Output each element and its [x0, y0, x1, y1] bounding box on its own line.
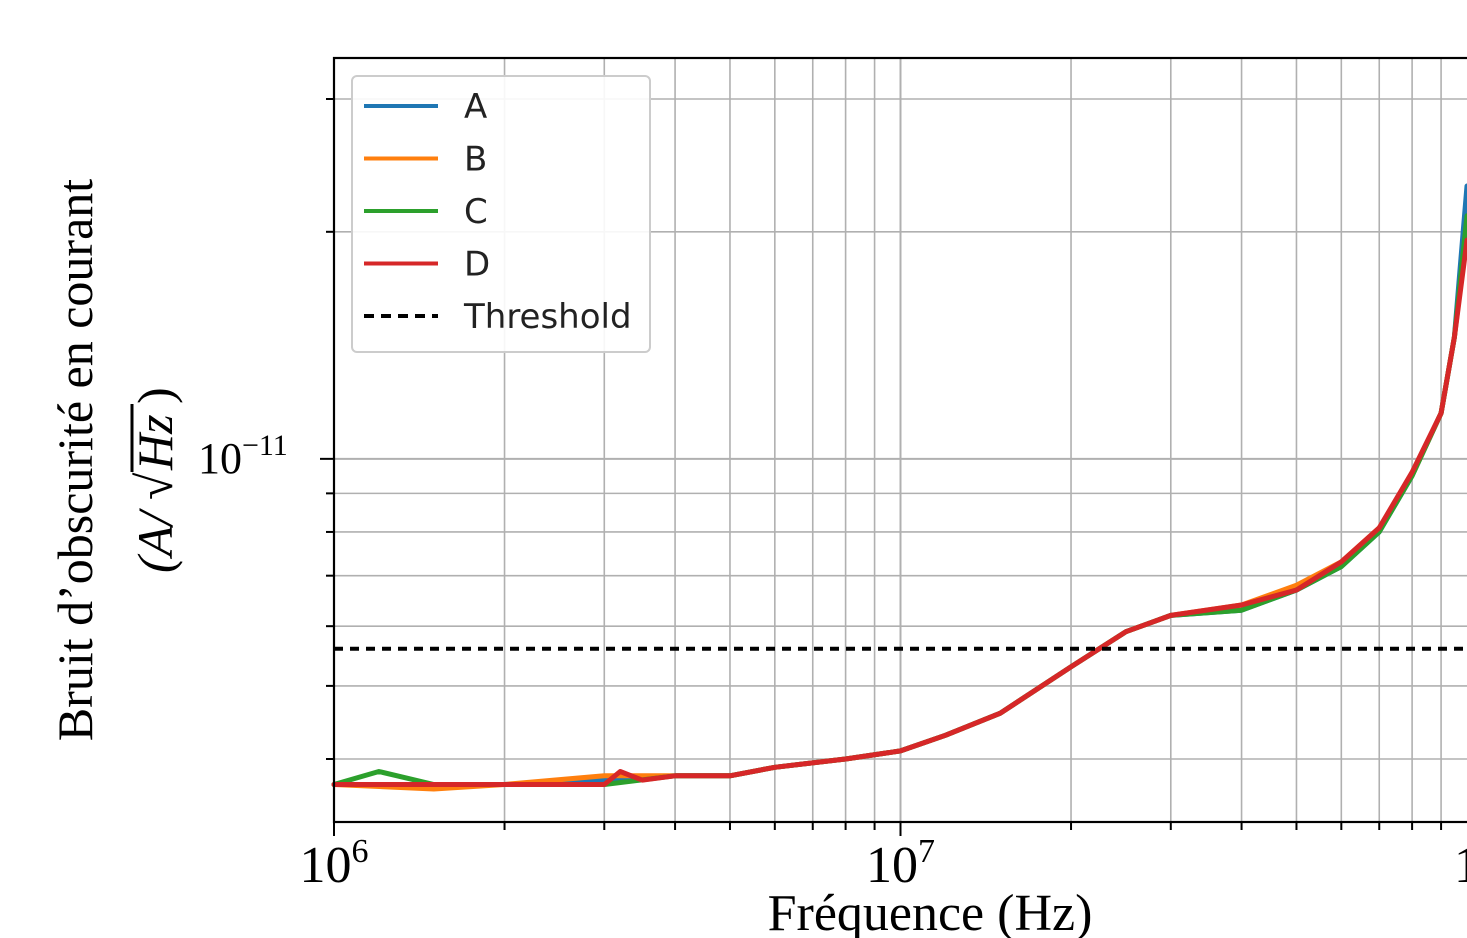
legend-label: C: [464, 192, 488, 232]
legend-box: [351, 75, 651, 353]
legend-label: B: [464, 140, 487, 180]
y-axis-label: Bruit d’obscurité en courant: [47, 179, 103, 741]
sqrt-sign: √: [127, 472, 183, 500]
legend-label: D: [464, 245, 490, 285]
y-axis-unit: (A/ √ Hz ): [127, 387, 183, 573]
x-tick-label: 1: [1454, 837, 1467, 894]
grid: [333, 58, 1467, 822]
x-tick-label-base: 1: [1454, 837, 1467, 894]
axis-ticks: [320, 97, 1443, 836]
svg-text:Hz: Hz: [127, 414, 183, 471]
svg-text:): ): [127, 387, 183, 404]
x-axis-label: Fréquence (Hz): [768, 885, 1093, 938]
y-tick-label-base: 10: [198, 434, 242, 483]
x-tick-label: 106: [300, 833, 369, 894]
y-unit-radicand: Hz: [127, 414, 183, 471]
svg-text:(A/: (A/: [127, 508, 183, 573]
legend-label: A: [464, 87, 487, 127]
y-unit-suffix: ): [127, 387, 183, 404]
x-tick-label-base: 10: [866, 837, 918, 894]
y-axis-label-text: Bruit d’obscurité en courant: [47, 179, 103, 741]
series-lines: [331, 183, 1467, 792]
tick-labels: 106 107 110−11: [198, 429, 1467, 894]
x-tick-label: 107: [866, 833, 935, 894]
y-tick-label: 10−11: [198, 429, 288, 483]
x-tick-label-exponent: 6: [352, 833, 369, 870]
series-line-d: [331, 237, 1467, 787]
x-tick-label-exponent: 7: [918, 833, 935, 870]
legend-label: Threshold: [463, 297, 632, 337]
x-tick-label-base: 10: [300, 837, 352, 894]
y-tick-label-exponent: −11: [242, 429, 288, 462]
y-unit-prefix: (A/: [127, 508, 183, 573]
